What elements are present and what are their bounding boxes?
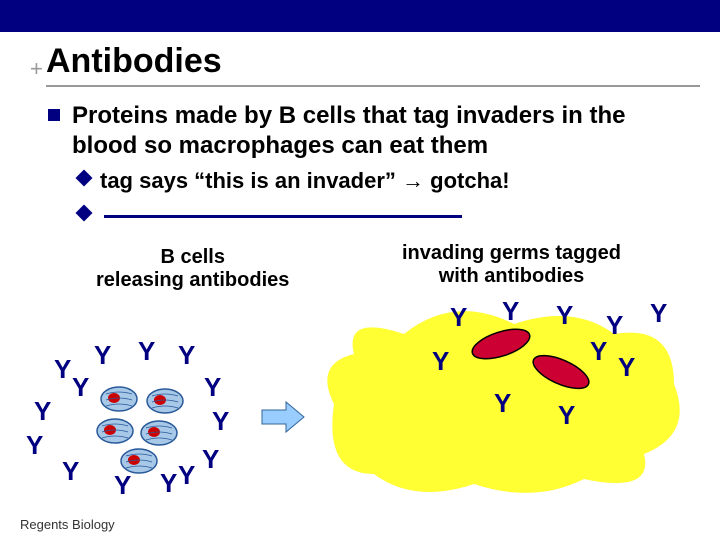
- label-bcells-l1: B cells: [160, 246, 224, 268]
- antibody-y-icon: Y: [114, 470, 131, 501]
- antibody-y-icon: Y: [26, 430, 43, 461]
- label-bcells: B cells releasing antibodies: [96, 246, 289, 292]
- antibody-y-icon: Y: [34, 396, 51, 427]
- bullet-level1: Proteins made by B cells that tag invade…: [72, 101, 692, 161]
- content-area: Proteins made by B cells that tag invade…: [0, 87, 720, 230]
- bullet-level2-b: [100, 202, 692, 231]
- blank-fill-line: [104, 215, 462, 218]
- antibody-y-icon: Y: [650, 298, 667, 329]
- antibody-y-icon: Y: [94, 340, 111, 371]
- slide-title: Antibodies: [46, 42, 720, 81]
- arrow-icon: [260, 400, 306, 434]
- antibody-y-icon: Y: [606, 310, 623, 341]
- antibody-y-icon: Y: [138, 336, 155, 367]
- bcell-icon: [100, 386, 138, 412]
- decoration-plus: +: [30, 56, 43, 82]
- antibody-y-icon: Y: [558, 400, 575, 431]
- antibody-y-icon: Y: [556, 300, 573, 331]
- label-germs-l1: invading germs tagged: [402, 242, 621, 264]
- bullet-level2-a: tag says “this is an invader” → gotcha!: [100, 167, 692, 196]
- antibody-y-icon: Y: [590, 336, 607, 367]
- label-germs-l2: with antibodies: [439, 265, 585, 287]
- bullet2-post: gotcha!: [424, 168, 510, 193]
- bcell-icon: [96, 418, 134, 444]
- antibody-y-icon: Y: [618, 352, 635, 383]
- title-underline: [46, 85, 700, 87]
- top-bar: [0, 0, 720, 32]
- bcell-icon: [140, 420, 178, 446]
- antibody-y-icon: Y: [178, 340, 195, 371]
- bullet2-pre: tag says “this is an invader”: [100, 168, 402, 193]
- antibody-y-icon: Y: [178, 460, 195, 491]
- antibody-y-icon: Y: [62, 456, 79, 487]
- diamond-bullet-icon: [76, 170, 93, 187]
- antibody-y-icon: Y: [160, 468, 177, 499]
- antibody-y-icon: Y: [202, 444, 219, 475]
- diamond-bullet-icon: [76, 204, 93, 221]
- label-bcells-l2: releasing antibodies: [96, 269, 289, 291]
- label-germs: invading germs tagged with antibodies: [402, 242, 621, 288]
- square-bullet-icon: [48, 109, 60, 121]
- antibody-y-icon: Y: [212, 406, 229, 437]
- bcell-icon: [146, 388, 184, 414]
- antibody-y-icon: Y: [494, 388, 511, 419]
- arrow-path: [262, 402, 304, 432]
- footer-text: Regents Biology: [20, 517, 115, 532]
- antibody-y-icon: Y: [502, 296, 519, 327]
- arrow-glyph: →: [402, 168, 424, 193]
- antibody-y-icon: Y: [432, 346, 449, 377]
- antibody-y-icon: Y: [204, 372, 221, 403]
- antibody-y-icon: Y: [450, 302, 467, 333]
- antibody-y-icon: Y: [54, 354, 71, 385]
- antibody-y-icon: Y: [72, 372, 89, 403]
- bullet1-text: Proteins made by B cells that tag invade…: [72, 102, 626, 159]
